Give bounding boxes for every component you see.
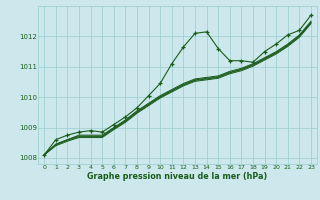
X-axis label: Graphe pression niveau de la mer (hPa): Graphe pression niveau de la mer (hPa)	[87, 172, 268, 181]
